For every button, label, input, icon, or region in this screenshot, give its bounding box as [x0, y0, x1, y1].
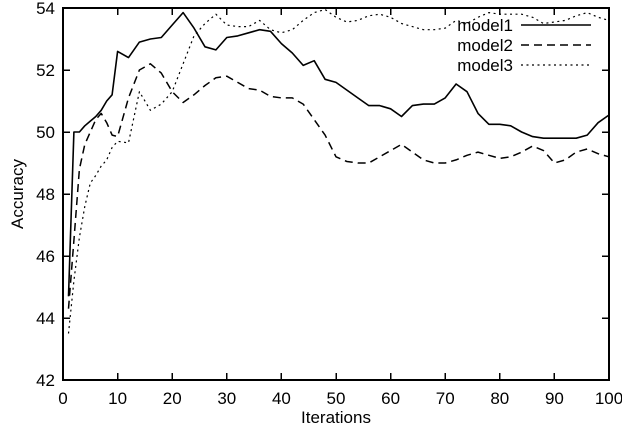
x-tick-label: 70: [436, 389, 455, 408]
x-tick-label: 10: [108, 389, 127, 408]
x-tick-label: 30: [217, 389, 236, 408]
y-tick-label: 48: [36, 185, 55, 204]
series-line-model1: [67, 11, 610, 297]
x-tick-label: 100: [595, 389, 622, 408]
y-tick-label: 42: [36, 371, 55, 390]
y-tick-label: 54: [36, 0, 55, 18]
x-axis-title: Iterations: [301, 408, 371, 427]
x-tick-label: 90: [545, 389, 564, 408]
legend-label-model2: model2: [457, 36, 513, 55]
series-line-model2: [67, 63, 610, 309]
x-tick-label: 80: [490, 389, 509, 408]
series-line-model3: [67, 8, 610, 334]
legend-label-model3: model3: [457, 56, 513, 75]
x-tick-label: 20: [163, 389, 182, 408]
legend-label-model1: model1: [457, 16, 513, 35]
x-tick-label: 40: [272, 389, 291, 408]
y-tick-label: 50: [36, 123, 55, 142]
x-tick-label: 60: [381, 389, 400, 408]
y-tick-label: 44: [36, 309, 55, 328]
y-axis-title: Accuracy: [8, 159, 27, 229]
y-tick-label: 52: [36, 61, 55, 80]
plot-border: [62, 7, 610, 381]
y-tick-label: 46: [36, 247, 55, 266]
x-tick-label: 50: [327, 389, 346, 408]
x-tick-label: 0: [58, 389, 67, 408]
